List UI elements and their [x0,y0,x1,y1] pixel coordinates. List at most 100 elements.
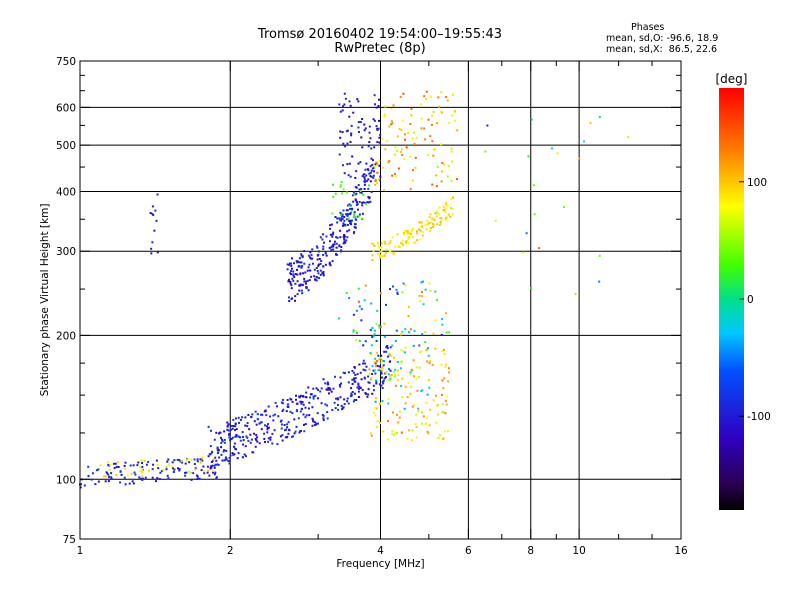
cluster-o-spread [206,345,392,470]
data-point [385,376,387,378]
data-point [369,200,372,203]
data-point [320,260,323,262]
data-point [306,269,309,272]
data-point [237,452,240,455]
data-point [289,282,292,285]
data-point [390,123,393,126]
data-point [367,145,370,148]
data-point [441,411,444,414]
data-point [177,467,179,470]
data-point [232,425,235,427]
data-point [304,416,307,419]
data-point [389,239,392,242]
data-point [425,401,428,404]
data-point [208,474,211,477]
data-point [372,242,375,245]
data-point [400,367,402,370]
data-point [319,236,322,239]
data-point [387,402,390,405]
data-point [315,266,318,269]
data-point [357,287,360,290]
data-point [357,396,360,398]
data-point [319,390,322,393]
data-point [300,402,303,405]
data-point [153,229,156,232]
data-point [151,468,154,471]
cluster-x-f-green [331,181,371,220]
data-point [399,410,401,413]
data-point [374,400,377,403]
data-point [411,429,414,432]
data-point [221,438,223,441]
data-point [383,188,386,191]
data-point [414,423,417,426]
data-point [327,388,330,391]
data-point [217,449,220,452]
data-point [371,254,374,257]
data-point [255,423,258,426]
data-point [292,270,295,273]
data-point [264,424,266,427]
data-point [373,146,376,149]
data-point [294,430,297,433]
data-point [452,196,454,199]
data-point [224,458,227,461]
data-point [280,427,283,430]
data-point [369,165,372,168]
data-point [207,455,210,458]
data-point [305,286,308,289]
data-point [374,329,376,332]
data-point [376,129,379,131]
data-point [406,232,409,235]
data-point [304,406,307,409]
data-point [220,446,223,449]
data-point [171,461,174,464]
data-point [147,469,150,472]
data-point [299,400,302,403]
data-point [334,253,337,256]
data-point [317,250,320,253]
data-point [446,204,449,207]
data-point [375,340,378,342]
data-point [424,224,427,226]
data-point [379,133,382,136]
data-point [354,186,357,189]
data-point [414,166,417,169]
data-point [203,472,206,475]
data-point [219,436,222,439]
data-point [304,423,307,425]
data-point [329,227,331,230]
data-point [309,251,312,254]
data-point [400,384,403,387]
data-point [364,168,367,171]
x-axis-ticks: 1 2 4 6 8 10 16 [77,61,688,557]
data-point [141,466,144,468]
data-point [372,176,375,179]
data-point [247,439,250,442]
data-point [417,410,420,413]
data-point [274,401,277,404]
data-point [295,394,297,397]
data-point [432,223,434,225]
data-point [154,209,157,212]
data-point [357,383,360,386]
data-point [185,471,188,474]
data-point [364,284,367,287]
data-point [354,377,357,380]
data-point [416,230,418,233]
data-point [440,180,443,183]
phase-stats-x: mean, sd,X: 86.5, 22.6 [606,44,718,55]
data-point [252,451,255,454]
data-point [589,122,592,125]
data-point [131,480,134,483]
data-point [256,436,259,439]
data-point [256,418,259,421]
data-point [368,381,371,384]
data-point [350,394,353,397]
data-point [375,381,378,384]
data-point [332,387,335,390]
data-point [418,366,421,369]
data-point [291,277,294,280]
data-point [442,205,445,208]
data-point [255,439,258,442]
